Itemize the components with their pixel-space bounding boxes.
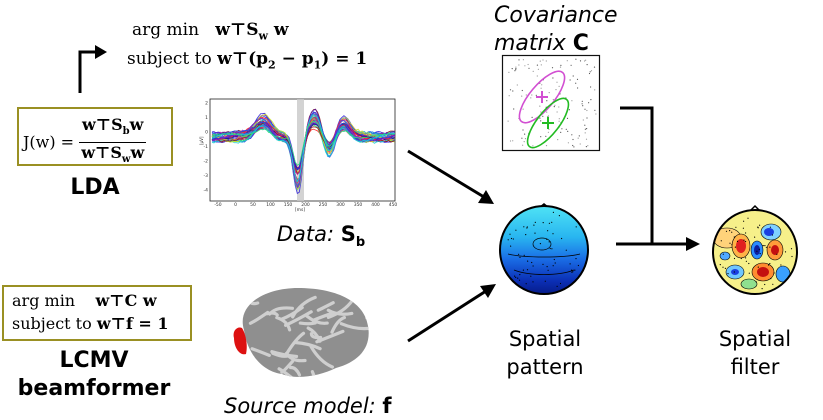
data-caption: Data: Sb <box>276 222 366 251</box>
erp-highlight-window <box>297 99 304 201</box>
erp-y-tick: 2 <box>205 101 208 107</box>
lda-argmin-expression: w⊤Sw w <box>215 20 289 43</box>
data-to-pattern-arrow-icon <box>407 149 485 199</box>
erp-traces <box>211 108 396 195</box>
erp-x-tick: 100 <box>266 202 275 208</box>
spatial-pattern-topography-icon <box>499 203 589 295</box>
spatial-filter-label: Spatial filter <box>718 327 792 379</box>
covariance-to-filter-line <box>620 106 654 244</box>
erp-x-ticks: -50 0 50 100 150 200 250 300 350 400 450 <box>214 202 397 208</box>
erp-x-tick: 350 <box>354 202 363 208</box>
brain-source-highlight <box>233 327 247 355</box>
erp-x-tick: 200 <box>301 202 310 208</box>
erp-x-tick: 300 <box>336 202 345 208</box>
erp-x-tick: -50 <box>214 202 221 208</box>
erp-y-tick: -3 <box>204 173 209 179</box>
erp-plot: -50 0 50 100 150 200 250 300 350 400 450 2 1 0 -1 -2 -3… <box>199 97 400 213</box>
lda-constraint-expression: w⊤(p2 − p1) = 1 <box>217 49 368 72</box>
brain-icon <box>233 288 369 377</box>
source-to-pattern-arrow-icon <box>407 289 487 343</box>
lda-constraint-formula: subject to w⊤(p2 − p1) = 1 <box>127 49 367 75</box>
lda-argmin-label: arg min <box>132 20 200 40</box>
spatial-pattern-label: Spatial pattern <box>506 327 584 379</box>
erp-x-tick: 250 <box>319 202 328 208</box>
lcmv-argmin-label: arg min <box>12 291 76 310</box>
lda-objective-lhs: J(w) = <box>23 132 75 152</box>
lda-label: LDA <box>70 175 120 200</box>
erp-x-tick: 450 <box>389 202 398 208</box>
lda-objective-box: J(w) = w⊤Sbw w⊤Sww <box>17 107 173 166</box>
erp-y-tick: -4 <box>204 188 209 194</box>
lda-argmin-formula: arg min w⊤Sw w <box>132 20 289 46</box>
lcmv-constraint-expression: w⊤f = 1 <box>96 314 169 333</box>
erp-x-unit: [ms] <box>295 207 305 213</box>
covariance-caption: Covariance matrix C <box>494 3 618 56</box>
erp-x-tick: 400 <box>371 202 380 208</box>
lda-subject-to-label: subject to <box>127 49 212 69</box>
source-caption: Source model: f <box>224 394 392 418</box>
erp-y-unit: [µV] <box>199 136 204 145</box>
spatial-filter-topography-icon <box>712 204 798 295</box>
erp-x-tick: 150 <box>284 202 293 208</box>
lcmv-subject-to-label: subject to <box>12 314 92 333</box>
covariance-scatter-plot-icon <box>501 54 601 152</box>
covariance-class1-mean <box>536 91 548 103</box>
erp-y-ticks: 2 1 0 -1 -2 -3 -4 <box>204 101 209 194</box>
erp-x-tick: 50 <box>250 202 256 208</box>
erp-y-tick: -1 <box>204 144 209 150</box>
lcmv-argmin-expression: w⊤C w <box>95 291 157 310</box>
erp-x-tick: 0 <box>234 202 237 208</box>
lcmv-label: LCMV beamformer <box>17 348 171 401</box>
erp-y-tick: 0 <box>205 130 208 136</box>
lda-objective-fraction: w⊤Sbw w⊤Sww <box>79 115 147 166</box>
erp-y-tick: -2 <box>204 159 209 165</box>
lcmv-box: arg min w⊤C w subject to w⊤f = 1 <box>2 285 192 341</box>
covariance-class2-ellipse <box>526 97 570 149</box>
covariance-class2-mean <box>542 117 554 129</box>
erp-y-tick: 1 <box>205 115 208 121</box>
